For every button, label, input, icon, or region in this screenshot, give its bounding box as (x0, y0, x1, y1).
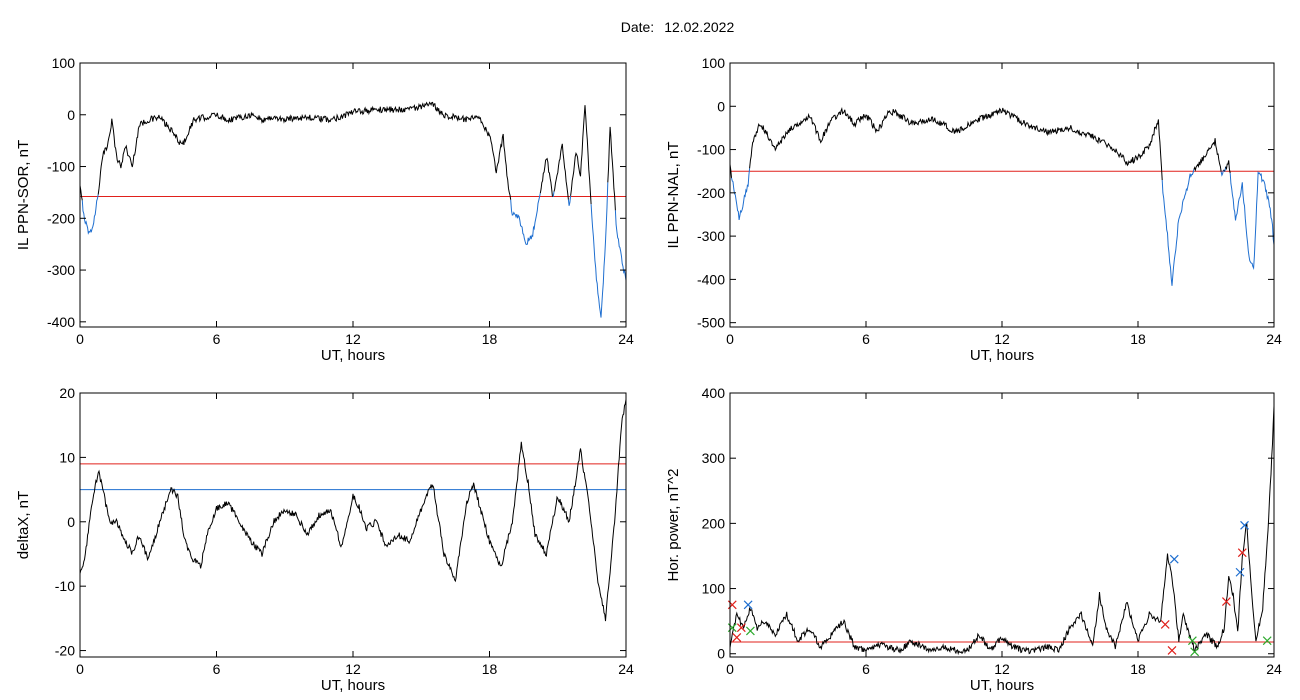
marker-green (1190, 647, 1200, 657)
x-tick-label: 18 (1130, 661, 1146, 677)
x-axis-label: UT, hours (321, 347, 385, 364)
series-line-below-threshold (1229, 170, 1275, 270)
x-tick-label: 0 (726, 331, 734, 347)
y-axis-label: Hor. power, nT^2 (665, 469, 682, 582)
chart-panel-1: 0 6 12 18 24 -400 -300 -200 -100 0 100 UT, hours IL … (15, 55, 634, 364)
y-tick-label: -100 (47, 159, 75, 175)
marker-blue (1169, 554, 1179, 564)
y-tick-label: -200 (47, 210, 75, 226)
x-tick-label: 12 (345, 661, 361, 677)
y-axis-label: IL PPN-SOR, nT (15, 140, 32, 250)
series-line-below-threshold (510, 193, 541, 246)
y-tick-label: 400 (702, 385, 726, 401)
series-line-below-threshold (567, 195, 572, 206)
x-tick-label: 12 (345, 331, 361, 347)
x-tick-label: 12 (994, 661, 1010, 677)
marker-blue (1240, 520, 1249, 530)
series-line (1225, 160, 1231, 174)
y-tick-label: -400 (47, 314, 75, 330)
y-tick-label: 0 (717, 646, 725, 662)
series-line (539, 157, 554, 198)
series-line (570, 105, 592, 205)
y-axis-label: deltaX, nT (15, 491, 32, 559)
chart-panel-3: 0 6 12 18 24 -20 -10 0 10 20 UT, hours deltaX, nT (15, 385, 634, 694)
series-line-below-threshold (552, 191, 555, 197)
y-tick-label: 100 (702, 581, 726, 597)
page-title: Date: 12.02.2022 (0, 19, 1300, 35)
marker-green (1187, 636, 1197, 646)
series-line-below-threshold (590, 182, 609, 318)
x-tick-label: 12 (994, 331, 1010, 347)
x-tick-label: 6 (862, 331, 870, 347)
x-tick-label: 0 (76, 661, 84, 677)
y-tick-label: 100 (52, 55, 76, 71)
x-tick-label: 18 (1130, 331, 1146, 347)
series-line-below-threshold (614, 210, 627, 281)
series-line (553, 143, 569, 200)
marker-red (1237, 548, 1247, 558)
y-tick-label: 20 (59, 385, 75, 401)
x-tick-label: 24 (1266, 661, 1282, 677)
x-tick-label: 18 (482, 661, 498, 677)
series-line-below-threshold (81, 194, 99, 235)
y-axis-label: IL PPN-NAL, nT (665, 142, 682, 249)
plot-frame (729, 62, 1275, 328)
y-tick-label: -20 (55, 643, 75, 659)
chart-panel-2: 0 6 12 18 24 -500 -400 -300 -200 -100 0 100 UT, hour… (665, 55, 1282, 364)
marker-green (1262, 636, 1272, 646)
series-line-below-threshold (1220, 169, 1224, 177)
x-tick-label: 18 (482, 331, 498, 347)
marker-red (1160, 619, 1170, 629)
y-tick-label: -500 (697, 315, 725, 331)
series-line (79, 399, 627, 622)
series-line (1193, 138, 1222, 172)
marker-red (1221, 597, 1231, 607)
y-tick-label: 0 (717, 98, 725, 114)
x-tick-label: 24 (618, 331, 634, 347)
plot-frame (79, 392, 627, 658)
y-tick-label: 0 (67, 107, 75, 123)
y-tick-label: -400 (697, 271, 725, 287)
series-line-below-threshold (1161, 169, 1195, 286)
x-axis-label: UT, hours (321, 677, 385, 694)
marker-green (727, 623, 737, 633)
date-label: Date: (620, 19, 655, 35)
y-tick-label: 200 (702, 515, 726, 531)
series-line (97, 101, 512, 200)
date-value: 12.02.2022 (664, 19, 735, 35)
series-line (729, 405, 1275, 656)
y-tick-label: 300 (702, 450, 726, 466)
marker-red (1167, 646, 1177, 655)
x-axis-label: UT, hours (970, 347, 1034, 364)
x-axis-label: UT, hours (970, 677, 1034, 694)
marker-blue (743, 600, 753, 610)
chart-panel-4: 0 6 12 18 24 0 100 200 300 400 UT, hours Hor. power… (665, 385, 1282, 694)
marker-blue (1235, 567, 1245, 577)
y-tick-label: 100 (702, 55, 726, 71)
series-line (749, 106, 1163, 181)
y-tick-label: -300 (47, 262, 75, 278)
plot-frame (729, 392, 1275, 658)
x-tick-label: 6 (862, 661, 870, 677)
y-tick-label: 0 (67, 514, 75, 530)
y-tick-label: 10 (59, 449, 75, 465)
y-tick-label: -100 (697, 142, 725, 158)
y-tick-label: -300 (697, 228, 725, 244)
x-tick-label: 0 (76, 331, 84, 347)
y-tick-label: -200 (697, 185, 725, 201)
x-tick-label: 6 (213, 661, 221, 677)
marker-green (745, 626, 755, 636)
x-tick-label: 0 (726, 661, 734, 677)
marker-red (727, 600, 737, 610)
marker-red (732, 633, 742, 642)
series-line (607, 126, 616, 211)
x-tick-label: 24 (1266, 331, 1282, 347)
plot-frame (79, 62, 627, 328)
series-line-below-threshold (731, 168, 751, 220)
x-tick-label: 24 (618, 661, 634, 677)
y-tick-label: -10 (55, 578, 75, 594)
marker-red (736, 623, 746, 633)
x-tick-label: 6 (213, 331, 221, 347)
